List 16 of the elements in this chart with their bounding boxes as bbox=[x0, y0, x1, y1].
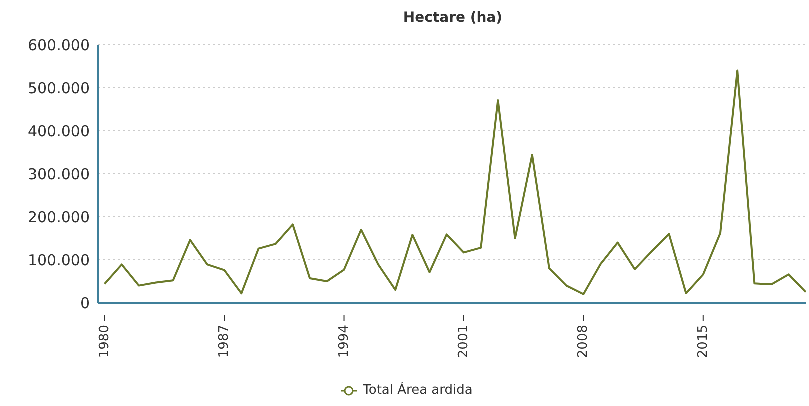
x-tick-label: 1994 bbox=[336, 325, 352, 358]
line-series bbox=[104, 70, 806, 296]
y-tick-label: 600.000 bbox=[28, 36, 90, 54]
x-tick-label: 1987 bbox=[217, 325, 232, 358]
chart-title: Hectare (ha) bbox=[402, 10, 504, 26]
x-tick-label: 1980 bbox=[97, 325, 112, 358]
y-tick-label: 400.000 bbox=[28, 122, 90, 140]
x-tick-label: 2015 bbox=[696, 325, 711, 358]
y-tick-label: 300.000 bbox=[28, 165, 90, 184]
y-tick-label: 0 bbox=[80, 294, 90, 312]
x-tick-label: 2008 bbox=[576, 325, 592, 358]
y-tick-label: 200.000 bbox=[28, 208, 90, 226]
y-tick-label: 500.000 bbox=[28, 79, 90, 98]
x-tick-label: 2001 bbox=[456, 325, 472, 358]
legend-label: Total Área ardida bbox=[362, 383, 473, 398]
y-tick-label: 100.000 bbox=[28, 251, 90, 270]
